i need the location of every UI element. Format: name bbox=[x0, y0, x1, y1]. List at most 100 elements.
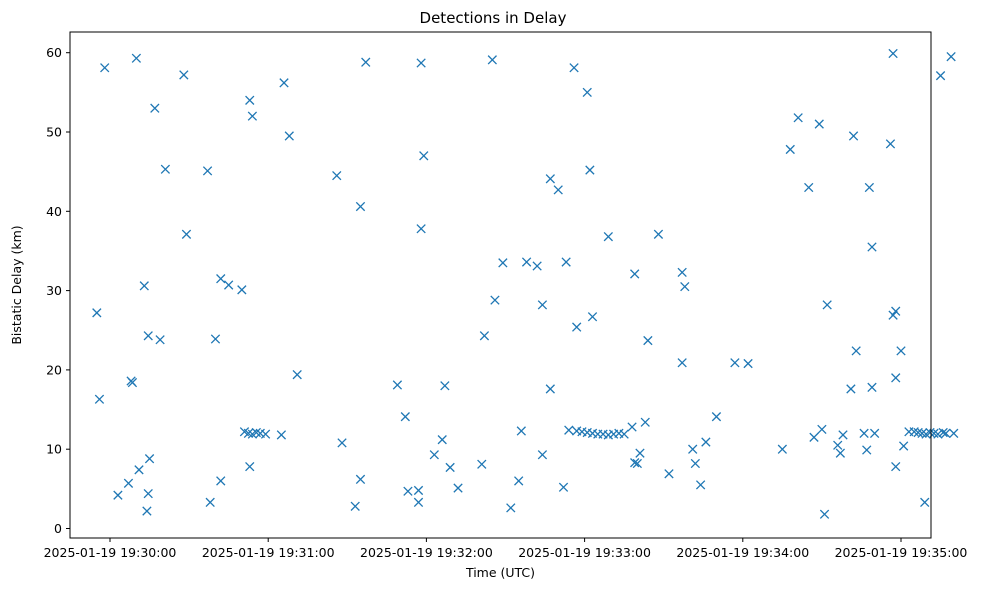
data-point bbox=[864, 182, 875, 193]
data-point bbox=[537, 450, 548, 460]
x-tick-label: 2025-01-19 19:35:00 bbox=[835, 545, 968, 560]
data-point bbox=[635, 448, 645, 458]
data-point bbox=[920, 497, 930, 507]
y-tick-label: 10 bbox=[46, 442, 62, 457]
data-point bbox=[677, 267, 687, 278]
data-point bbox=[150, 103, 160, 113]
data-point bbox=[862, 445, 872, 455]
data-point bbox=[643, 335, 653, 346]
data-point bbox=[479, 331, 490, 341]
data-point bbox=[946, 52, 956, 62]
data-point bbox=[216, 476, 226, 486]
data-point bbox=[809, 432, 819, 442]
data-point bbox=[804, 182, 814, 193]
y-tick-label: 40 bbox=[46, 204, 62, 219]
data-point bbox=[838, 430, 848, 440]
data-point bbox=[355, 474, 366, 484]
data-point bbox=[545, 384, 555, 394]
data-point bbox=[139, 281, 149, 291]
data-point bbox=[859, 428, 869, 438]
data-point bbox=[292, 369, 302, 380]
data-point bbox=[276, 430, 287, 440]
data-point bbox=[640, 417, 650, 427]
data-points bbox=[92, 48, 959, 519]
data-point bbox=[695, 480, 706, 490]
data-point bbox=[632, 458, 642, 469]
data-point bbox=[210, 334, 221, 344]
data-point bbox=[429, 450, 439, 460]
data-point bbox=[885, 139, 896, 149]
y-axis: 0 10 20 30 40 50 60 bbox=[46, 45, 70, 536]
data-point bbox=[653, 229, 664, 239]
data-point bbox=[537, 300, 548, 310]
data-point bbox=[933, 429, 943, 439]
data-point bbox=[545, 174, 555, 184]
data-point bbox=[777, 444, 788, 454]
data-point bbox=[419, 151, 429, 161]
data-point bbox=[400, 412, 410, 422]
data-point bbox=[664, 469, 674, 479]
data-point bbox=[627, 422, 637, 432]
data-point bbox=[284, 131, 294, 141]
data-point bbox=[711, 412, 722, 422]
data-point bbox=[216, 274, 226, 284]
data-point bbox=[453, 483, 463, 493]
data-point bbox=[413, 485, 424, 496]
data-point bbox=[848, 131, 859, 141]
data-point bbox=[179, 70, 189, 80]
data-point bbox=[935, 71, 946, 81]
data-point bbox=[603, 232, 613, 242]
data-point bbox=[160, 164, 171, 174]
data-point bbox=[888, 48, 898, 59]
data-point bbox=[680, 281, 690, 292]
data-point bbox=[100, 63, 110, 73]
y-tick-label: 50 bbox=[46, 125, 62, 140]
data-point bbox=[92, 308, 102, 318]
data-point bbox=[223, 280, 234, 290]
data-point bbox=[572, 322, 582, 332]
y-axis-label: Bistatic Delay (km) bbox=[9, 225, 24, 344]
data-point bbox=[619, 429, 629, 439]
data-point bbox=[701, 437, 711, 447]
data-point bbox=[237, 285, 247, 295]
data-point bbox=[582, 87, 592, 98]
data-point bbox=[279, 78, 289, 88]
data-point bbox=[569, 63, 579, 73]
data-point bbox=[822, 300, 832, 310]
data-point bbox=[245, 95, 255, 105]
data-point bbox=[516, 426, 526, 436]
x-tick-label: 2025-01-19 19:34:00 bbox=[676, 545, 809, 560]
x-tick-label: 2025-01-19 19:33:00 bbox=[518, 545, 651, 560]
data-point bbox=[202, 166, 213, 176]
y-tick-label: 0 bbox=[54, 521, 62, 536]
data-point bbox=[793, 113, 803, 123]
data-point bbox=[477, 459, 487, 469]
data-point bbox=[113, 490, 123, 500]
data-point bbox=[131, 53, 142, 63]
data-point bbox=[785, 144, 795, 155]
data-point bbox=[361, 57, 371, 67]
data-point bbox=[558, 482, 569, 492]
data-point bbox=[817, 424, 827, 435]
data-point bbox=[487, 55, 497, 65]
data-point bbox=[521, 257, 532, 267]
data-point bbox=[867, 382, 877, 393]
x-tick-label: 2025-01-19 19:30:00 bbox=[44, 545, 177, 560]
x-tick-label: 2025-01-19 19:32:00 bbox=[360, 545, 493, 560]
plot-frame bbox=[69, 31, 932, 539]
data-point bbox=[506, 503, 516, 513]
data-point bbox=[123, 478, 134, 488]
data-point bbox=[143, 488, 153, 499]
data-point bbox=[498, 258, 508, 268]
data-point bbox=[445, 462, 455, 473]
data-point bbox=[630, 458, 640, 468]
data-point bbox=[355, 201, 366, 212]
data-point bbox=[134, 465, 144, 475]
data-point bbox=[677, 358, 687, 368]
data-point bbox=[630, 269, 640, 279]
data-point bbox=[938, 427, 948, 438]
data-point bbox=[490, 295, 500, 305]
x-axis-label: Time (UTC) bbox=[465, 565, 535, 580]
data-point bbox=[869, 428, 880, 438]
data-point bbox=[337, 438, 347, 448]
